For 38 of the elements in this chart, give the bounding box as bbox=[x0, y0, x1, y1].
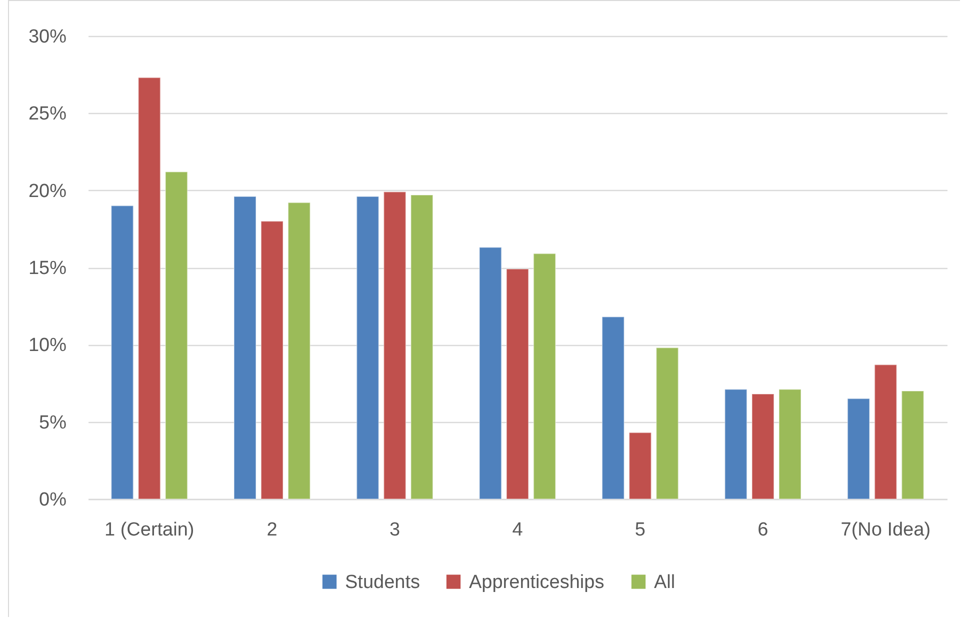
bar bbox=[778, 388, 802, 500]
x-tick-label: 6 bbox=[758, 520, 768, 540]
y-tick-label: 5% bbox=[39, 412, 67, 434]
bar bbox=[356, 196, 380, 500]
bar bbox=[602, 316, 625, 500]
x-tick-label: 5 bbox=[634, 520, 646, 540]
x-tick-label: 3 bbox=[389, 520, 400, 540]
bar bbox=[628, 432, 652, 500]
legend-label: All bbox=[654, 572, 676, 593]
bar bbox=[656, 347, 679, 500]
bar bbox=[478, 246, 502, 500]
legend-label: Students bbox=[345, 572, 420, 593]
bar bbox=[138, 77, 161, 500]
legend-label: Apprenticeships bbox=[469, 572, 604, 593]
y-tick-label: 10% bbox=[28, 335, 67, 356]
bar bbox=[724, 388, 748, 500]
bar bbox=[288, 202, 311, 500]
bar bbox=[234, 196, 256, 500]
bar bbox=[383, 191, 406, 500]
bar bbox=[110, 205, 134, 500]
y-tick-label: 0% bbox=[39, 490, 67, 510]
bar bbox=[506, 268, 529, 500]
x-tick-label: 1 (Certain) bbox=[104, 520, 194, 540]
bar bbox=[751, 394, 774, 500]
y-tick-label: 30% bbox=[28, 26, 67, 48]
bar bbox=[901, 390, 924, 500]
bar bbox=[533, 253, 556, 500]
y-tick-label: 20% bbox=[28, 180, 67, 202]
bar bbox=[164, 171, 188, 500]
bar bbox=[410, 194, 434, 500]
x-tick-label: 7(No Idea) bbox=[840, 520, 931, 540]
y-tick-label: 25% bbox=[28, 104, 67, 125]
x-tick-label: 2 bbox=[266, 520, 278, 540]
y-tick-label: 15% bbox=[28, 258, 67, 279]
bar bbox=[874, 364, 898, 500]
bar bbox=[847, 398, 870, 500]
bar bbox=[260, 220, 284, 500]
x-tick-label: 4 bbox=[512, 520, 524, 540]
